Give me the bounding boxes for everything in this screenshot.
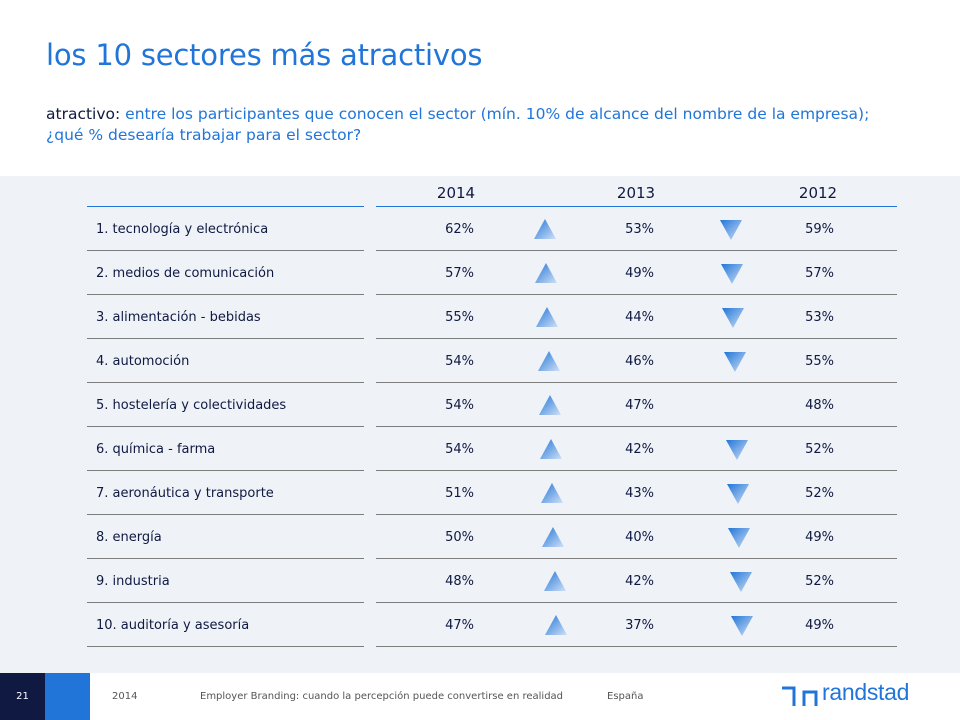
trend-down-icon [721,264,743,284]
trend-up-icon [534,219,556,239]
value-2013: 46% [625,354,654,369]
row-divider-left [87,294,364,295]
value-2013: 49% [625,266,654,281]
sector-label: 10. auditoría y asesoría [96,618,250,633]
row-divider-left [87,602,364,603]
sector-label: 6. química - farma [96,442,216,457]
value-2012: 53% [805,310,834,325]
trend-up-icon [536,307,558,327]
value-2014: 55% [445,310,474,325]
trend-up-icon [538,351,560,371]
row-divider-right [376,250,897,251]
value-2013: 44% [625,310,654,325]
value-2012: 57% [805,266,834,281]
randstad-logo-icon [782,686,818,706]
value-2014: 50% [445,530,474,545]
trend-up-icon [539,395,561,415]
trend-up-icon [545,615,567,635]
value-2013: 47% [625,398,654,413]
value-2014: 51% [445,486,474,501]
trend-down-icon [720,220,742,240]
row-divider-right [376,470,897,471]
footer-country: España [607,691,644,702]
footer-bar [0,673,960,720]
brand-name: randstad [822,679,910,705]
row-divider-left [87,338,364,339]
trend-down-icon [730,572,752,592]
row-divider-left [87,514,364,515]
row-divider-right [376,646,897,647]
trend-down-icon [731,616,753,636]
value-2012: 49% [805,618,834,633]
row-divider-left [87,558,364,559]
sector-label: 7. aeronáutica y transporte [96,486,274,501]
page-stripe [45,673,90,720]
row-divider-left [87,470,364,471]
table-panel [0,176,960,673]
row-divider-left [87,382,364,383]
row-divider-left [87,646,364,647]
page-number: 21 [0,673,45,720]
value-2013: 40% [625,530,654,545]
value-2013: 42% [625,574,654,589]
trend-down-icon [726,440,748,460]
row-divider-right [376,338,897,339]
value-2012: 55% [805,354,834,369]
value-2014: 57% [445,266,474,281]
value-2012: 52% [805,574,834,589]
subtitle-lead: atractivo: [46,105,121,123]
value-2012: 48% [805,398,834,413]
year-header-2013: 2013 [616,184,656,202]
value-2012: 52% [805,486,834,501]
value-2013: 37% [625,618,654,633]
value-2014: 54% [445,398,474,413]
value-2012: 52% [805,442,834,457]
trend-down-icon [728,528,750,548]
footer-year: 2014 [112,691,138,702]
value-2014: 62% [445,222,474,237]
row-divider-right [376,558,897,559]
sector-label: 9. industria [96,574,170,589]
value-2014: 54% [445,442,474,457]
value-2014: 48% [445,574,474,589]
row-divider-right [376,602,897,603]
value-2012: 49% [805,530,834,545]
sector-label: 4. automoción [96,354,190,369]
row-divider-left [87,250,364,251]
trend-up-icon [544,571,566,591]
header-divider-left [87,206,364,207]
trend-up-icon [540,439,562,459]
row-divider-right [376,426,897,427]
year-header-2012: 2012 [798,184,838,202]
row-divider-right [376,514,897,515]
sector-label: 2. medios de comunicación [96,266,275,281]
trend-down-icon [724,352,746,372]
trend-up-icon [541,483,563,503]
footer-report-title: Employer Branding: cuando la percepción … [200,691,564,702]
row-divider-right [376,294,897,295]
trend-down-icon [722,308,744,328]
sector-label: 5. hostelería y colectividades [96,398,287,413]
sector-label: 3. alimentación - bebidas [96,310,261,325]
trend-up-icon [535,263,557,283]
slide-title: los 10 sectores más atractivos [46,38,483,72]
subtitle-text: entre los participantes que conocen el s… [46,105,870,144]
row-divider-right [376,382,897,383]
header-divider-right [376,206,897,207]
value-2013: 53% [625,222,654,237]
row-divider-left [87,426,364,427]
value-2012: 59% [805,222,834,237]
value-2013: 42% [625,442,654,457]
value-2014: 47% [445,618,474,633]
trend-up-icon [542,527,564,547]
trend-down-icon [727,484,749,504]
year-header-2014: 2014 [436,184,476,202]
value-2014: 54% [445,354,474,369]
sector-label: 8. energía [96,530,162,545]
slide-subtitle: atractivo: entre los participantes que c… [46,104,906,146]
sector-label: 1. tecnología y electrónica [96,222,269,237]
value-2013: 43% [625,486,654,501]
